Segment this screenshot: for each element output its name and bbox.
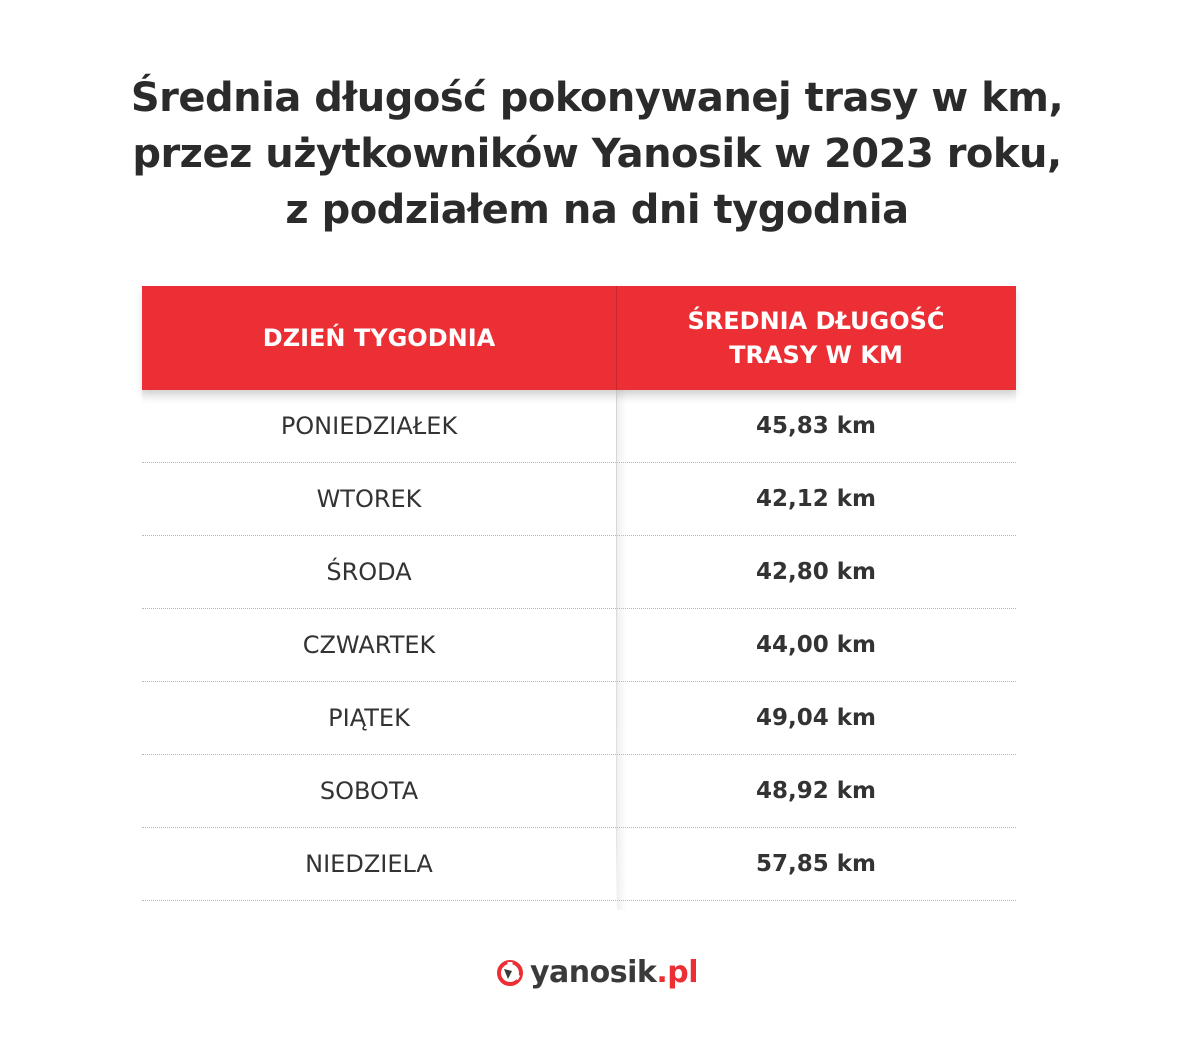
table-row: PONIEDZIAŁEK 45,83 km: [142, 390, 1016, 463]
table-row: ŚRODA 42,80 km: [142, 536, 1016, 609]
day-cell: PONIEDZIAŁEK: [280, 412, 458, 440]
average-length-cell: 42,80 km: [755, 559, 877, 585]
day-cell: ŚRODA: [326, 558, 412, 586]
title-line-2: przez użytkowników Yanosik w 2023 roku,: [132, 131, 1062, 177]
page-title: Średnia długość pokonywanej trasy w km, …: [0, 70, 1194, 238]
header-shadow: [142, 390, 1016, 404]
average-length-cell: 49,04 km: [755, 705, 877, 731]
header-separator: [616, 286, 617, 390]
logo-brand: yanosik: [529, 955, 657, 990]
header-day: DZIEŃ TYGODNIA: [262, 324, 496, 352]
yanosik-logo-icon: [496, 959, 523, 986]
logo-dot: .: [656, 955, 668, 990]
day-cell: NIEDZIELA: [305, 850, 433, 878]
header-average-length: ŚREDNIA DŁUGOŚĆ TRASY W KM: [616, 286, 1016, 390]
table-row: WTOREK 42,12 km: [142, 463, 1016, 536]
title-line-1: Średnia długość pokonywanej trasy w km,: [130, 75, 1064, 121]
column-divider: [616, 390, 617, 910]
data-table: DZIEŃ TYGODNIA ŚREDNIA DŁUGOŚĆ TRASY W K…: [142, 286, 1016, 910]
table-row: PIĄTEK 49,04 km: [142, 682, 1016, 755]
average-length-cell: 48,92 km: [755, 778, 877, 804]
average-length-cell: 57,85 km: [755, 851, 877, 877]
day-cell: PIĄTEK: [328, 704, 410, 732]
title-line-3: z podziałem na dni tygodnia: [285, 187, 909, 233]
table-header: DZIEŃ TYGODNIA ŚREDNIA DŁUGOŚĆ TRASY W K…: [142, 286, 1016, 390]
day-cell: SOBOTA: [319, 777, 419, 805]
table-body: PONIEDZIAŁEK 45,83 km WTOREK 42,12 km ŚRODA 4…: [142, 390, 1016, 910]
logo-tld: pl: [667, 955, 699, 990]
table-row: SOBOTA 48,92 km: [142, 755, 1016, 828]
table-row: CZWARTEK 44,00 km: [142, 609, 1016, 682]
column-divider-shadow: [617, 390, 627, 910]
table-row: NIEDZIELA 57,85 km: [142, 828, 1016, 901]
average-length-cell: 44,00 km: [755, 632, 877, 658]
day-cell: WTOREK: [316, 485, 422, 513]
header-avg-line-2: TRASY W KM: [729, 341, 903, 369]
header-avg-line-1: ŚREDNIA DŁUGOŚĆ: [687, 307, 945, 335]
average-length-cell: 42,12 km: [755, 486, 877, 512]
logo-text: yanosik.pl: [529, 955, 699, 990]
brand-logo: yanosik.pl: [0, 955, 1194, 990]
day-cell: CZWARTEK: [302, 631, 436, 659]
average-length-cell: 45,83 km: [755, 413, 877, 439]
